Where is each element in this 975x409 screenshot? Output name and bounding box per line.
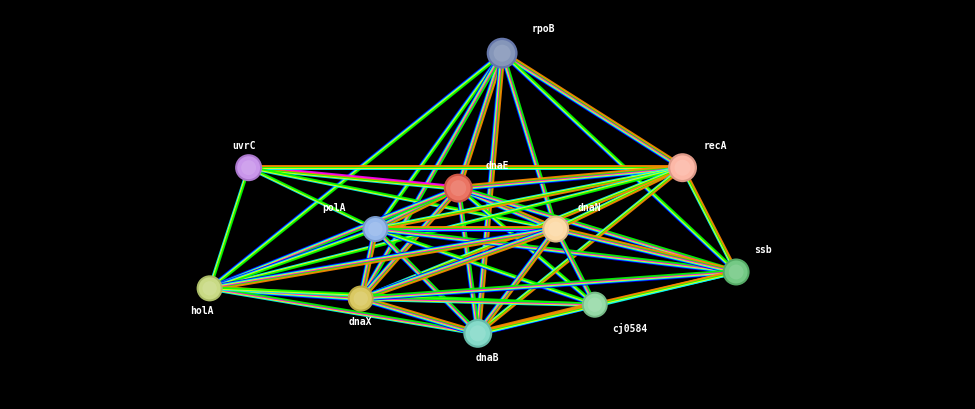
Circle shape [235, 154, 262, 181]
Circle shape [363, 216, 388, 242]
Circle shape [470, 325, 486, 341]
Text: recA: recA [704, 141, 727, 151]
Text: dnaE: dnaE [486, 161, 509, 171]
Circle shape [542, 216, 569, 243]
Text: holA: holA [190, 306, 214, 316]
Circle shape [237, 156, 260, 179]
Circle shape [446, 176, 471, 200]
Circle shape [668, 153, 697, 182]
Text: uvrC: uvrC [232, 141, 255, 151]
Circle shape [354, 291, 368, 306]
Circle shape [548, 222, 564, 236]
Circle shape [463, 319, 492, 348]
Circle shape [203, 281, 216, 296]
Text: cj0584: cj0584 [612, 323, 647, 334]
Text: dnaN: dnaN [577, 203, 601, 213]
Circle shape [199, 277, 220, 299]
Circle shape [724, 261, 748, 283]
Circle shape [722, 258, 750, 285]
Circle shape [487, 38, 518, 69]
Circle shape [365, 218, 386, 240]
Text: polA: polA [323, 203, 346, 213]
Text: rpoB: rpoB [531, 24, 555, 34]
Circle shape [489, 40, 515, 66]
Circle shape [444, 174, 473, 202]
Circle shape [728, 265, 744, 279]
Circle shape [675, 160, 690, 176]
Circle shape [369, 222, 382, 236]
Circle shape [241, 160, 256, 175]
Circle shape [582, 292, 607, 318]
Circle shape [465, 321, 490, 346]
Circle shape [584, 294, 605, 316]
Circle shape [450, 180, 466, 196]
Circle shape [197, 275, 222, 301]
Circle shape [350, 288, 371, 310]
Circle shape [544, 218, 567, 240]
Circle shape [493, 45, 511, 62]
Text: dnaB: dnaB [476, 353, 499, 363]
Text: dnaX: dnaX [349, 317, 372, 326]
Circle shape [588, 297, 602, 312]
Circle shape [348, 285, 373, 312]
Text: ssb: ssb [754, 245, 771, 255]
Circle shape [670, 155, 695, 180]
